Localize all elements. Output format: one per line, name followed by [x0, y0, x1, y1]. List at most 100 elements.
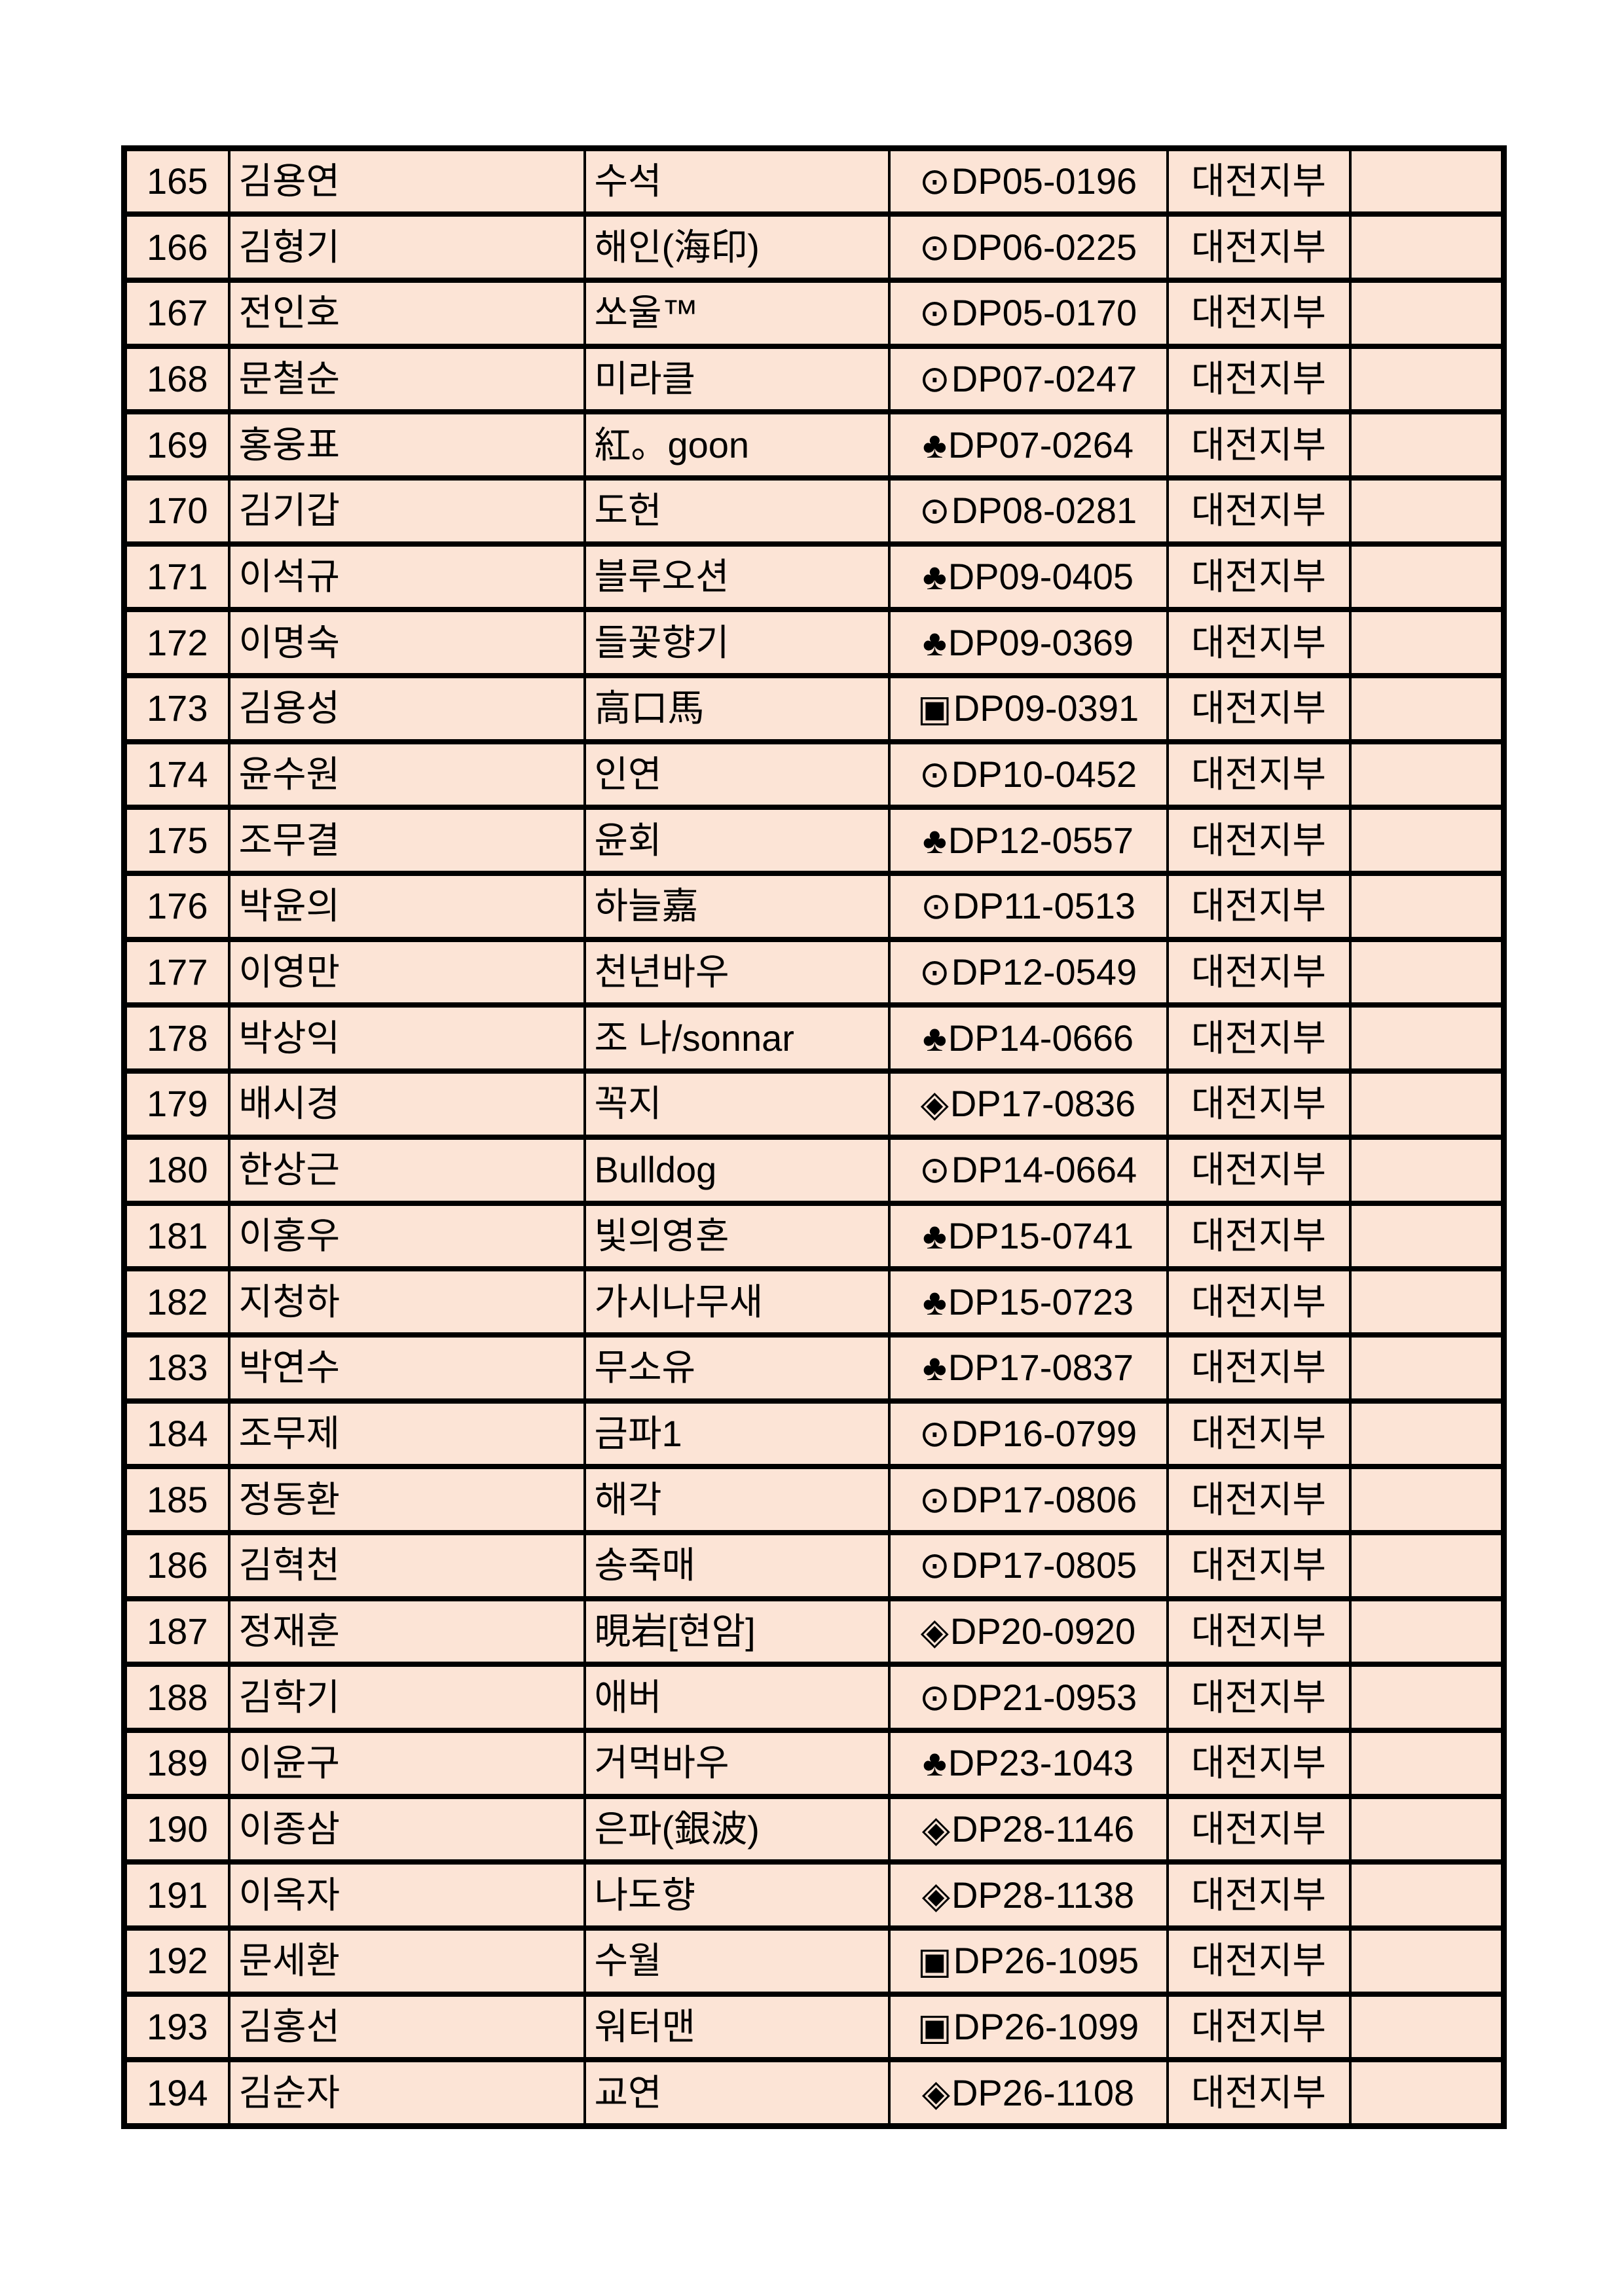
- member-name-text: 박상익: [238, 1017, 341, 1059]
- nickname-text: 조 나/sonnar: [594, 1017, 794, 1059]
- cell-branch: 대전지부: [1166, 1332, 1352, 1404]
- grade-symbol-icon: ♣: [922, 424, 948, 465]
- row-number-text: 175: [147, 819, 208, 861]
- member-name-text: 김기갑: [238, 490, 341, 532]
- cell-row-number: 182: [122, 1266, 231, 1338]
- cell-member-id: ♣DP07-0264: [887, 409, 1169, 481]
- row-number-text: 182: [147, 1281, 208, 1322]
- table-row: 192 문세환 수월 ▣DP26-1095 대전지부: [122, 1925, 1505, 1997]
- row-number-text: 183: [147, 1347, 208, 1389]
- member-id-text: DP07-0247: [951, 357, 1137, 399]
- branch-text: 대전지부: [1190, 1214, 1327, 1256]
- member-id-text: DP16-0799: [951, 1412, 1137, 1454]
- cell-note: [1348, 475, 1505, 547]
- cell-row-number: 192: [122, 1925, 231, 1997]
- cell-note: [1348, 2057, 1505, 2129]
- cell-note: [1348, 277, 1505, 349]
- table-row: 178 박상익 조 나/sonnar ♣DP14-0666 대전지부: [122, 1002, 1505, 1074]
- row-number-text: 178: [147, 1017, 208, 1059]
- member-id-text: DP17-0836: [950, 1083, 1136, 1125]
- row-number-text: 185: [147, 1478, 208, 1520]
- cell-branch: 대전지부: [1166, 541, 1352, 613]
- branch-text: 대전지부: [1190, 621, 1327, 663]
- grade-symbol-icon: ♣: [922, 1347, 948, 1389]
- member-name-text: 지청하: [238, 1281, 341, 1322]
- cell-member-name: 김용연: [227, 145, 586, 217]
- cell-note: [1348, 738, 1505, 811]
- row-number-text: 176: [147, 885, 208, 927]
- cell-note: [1348, 1793, 1505, 1865]
- cell-member-id: ♣DP09-0405: [887, 541, 1169, 613]
- member-id-text: DP15-0723: [948, 1281, 1134, 1322]
- cell-member-id: ⊙DP05-0170: [887, 277, 1169, 349]
- table-row: 183 박연수 무소유 ♣DP17-0837 대전지부: [122, 1332, 1505, 1404]
- table-row: 175 조무결 윤회 ♣DP12-0557 대전지부: [122, 805, 1505, 877]
- nickname-text: Bulldog: [594, 1149, 717, 1191]
- nickname-text: 高口馬: [594, 687, 705, 729]
- cell-nickname: 수월: [583, 1925, 891, 1997]
- cell-member-name: 정재훈: [227, 1595, 586, 1667]
- branch-text: 대전지부: [1190, 1676, 1327, 1718]
- member-name-text: 박연수: [238, 1347, 341, 1389]
- cell-member-name: 김순자: [227, 2057, 586, 2129]
- branch-text: 대전지부: [1190, 1347, 1327, 1389]
- row-number-text: 179: [147, 1083, 208, 1125]
- member-name-text: 전인호: [238, 292, 341, 334]
- cell-note: [1348, 1925, 1505, 1997]
- grade-symbol-icon: ⊙: [919, 1149, 951, 1191]
- member-id-text: DP11-0513: [952, 885, 1136, 927]
- membership-roster-table: 165 김용연 수석 ⊙DP05-0196 대전지부 166 김형기 해인(海印…: [121, 145, 1507, 2129]
- cell-member-name: 이홍우: [227, 1200, 586, 1272]
- branch-text: 대전지부: [1190, 1808, 1327, 1850]
- row-number-text: 181: [147, 1214, 208, 1256]
- table-row: 177 이영만 천년바우 ⊙DP12-0549 대전지부: [122, 936, 1505, 1008]
- branch-text: 대전지부: [1190, 1281, 1327, 1322]
- table-row: 179 배시경 꼭지 ◈DP17-0836 대전지부: [122, 1068, 1505, 1140]
- cell-branch: 대전지부: [1166, 1793, 1352, 1865]
- cell-member-id: ♣DP15-0723: [887, 1266, 1169, 1338]
- grade-symbol-icon: ⊙: [920, 885, 953, 927]
- cell-row-number: 178: [122, 1002, 231, 1074]
- member-id-text: DP14-0666: [948, 1017, 1134, 1059]
- table-row: 176 박윤의 하늘嘉 ⊙DP11-0513 대전지부: [122, 871, 1505, 942]
- row-number-text: 167: [147, 292, 208, 334]
- nickname-text: 인연: [594, 754, 662, 795]
- cell-member-name: 윤수원: [227, 738, 586, 811]
- row-number-text: 170: [147, 490, 208, 532]
- cell-branch: 대전지부: [1166, 805, 1352, 877]
- member-id-text: DP26-1095: [953, 1940, 1139, 1982]
- row-number-text: 190: [147, 1808, 208, 1850]
- grade-symbol-icon: ♣: [922, 819, 948, 861]
- table-row: 174 윤수원 인연 ⊙DP10-0452 대전지부: [122, 738, 1505, 811]
- cell-note: [1348, 936, 1505, 1008]
- row-number-text: 177: [147, 951, 208, 993]
- grade-symbol-icon: ♣: [922, 621, 948, 663]
- cell-row-number: 179: [122, 1068, 231, 1140]
- cell-member-name: 박연수: [227, 1332, 586, 1404]
- row-number-text: 184: [147, 1412, 208, 1454]
- cell-nickname: 나도향: [583, 1859, 891, 1931]
- branch-text: 대전지부: [1190, 951, 1327, 993]
- cell-member-name: 배시경: [227, 1068, 586, 1140]
- cell-nickname: 교연: [583, 2057, 891, 2129]
- cell-row-number: 173: [122, 673, 231, 744]
- cell-row-number: 177: [122, 936, 231, 1008]
- row-number-text: 171: [147, 555, 208, 597]
- row-number-text: 173: [147, 687, 208, 729]
- table-row: 172 이명숙 들꽃향기 ♣DP09-0369 대전지부: [122, 607, 1505, 678]
- member-id-text: DP10-0452: [951, 754, 1137, 795]
- nickname-text: 꼭지: [594, 1083, 662, 1125]
- cell-row-number: 187: [122, 1595, 231, 1667]
- grade-symbol-icon: ♣: [922, 1742, 948, 1784]
- cell-branch: 대전지부: [1166, 2057, 1352, 2129]
- cell-member-id: ◈DP17-0836: [887, 1068, 1169, 1140]
- cell-member-name: 이윤구: [227, 1728, 586, 1799]
- branch-text: 대전지부: [1190, 226, 1327, 268]
- cell-member-name: 이석규: [227, 541, 586, 613]
- cell-member-id: ⊙DP14-0664: [887, 1134, 1169, 1206]
- cell-branch: 대전지부: [1166, 1529, 1352, 1601]
- cell-row-number: 190: [122, 1793, 231, 1865]
- cell-member-id: ⊙DP07-0247: [887, 343, 1169, 415]
- grade-symbol-icon: ⊙: [919, 1544, 951, 1586]
- cell-nickname: 가시나무새: [583, 1266, 891, 1338]
